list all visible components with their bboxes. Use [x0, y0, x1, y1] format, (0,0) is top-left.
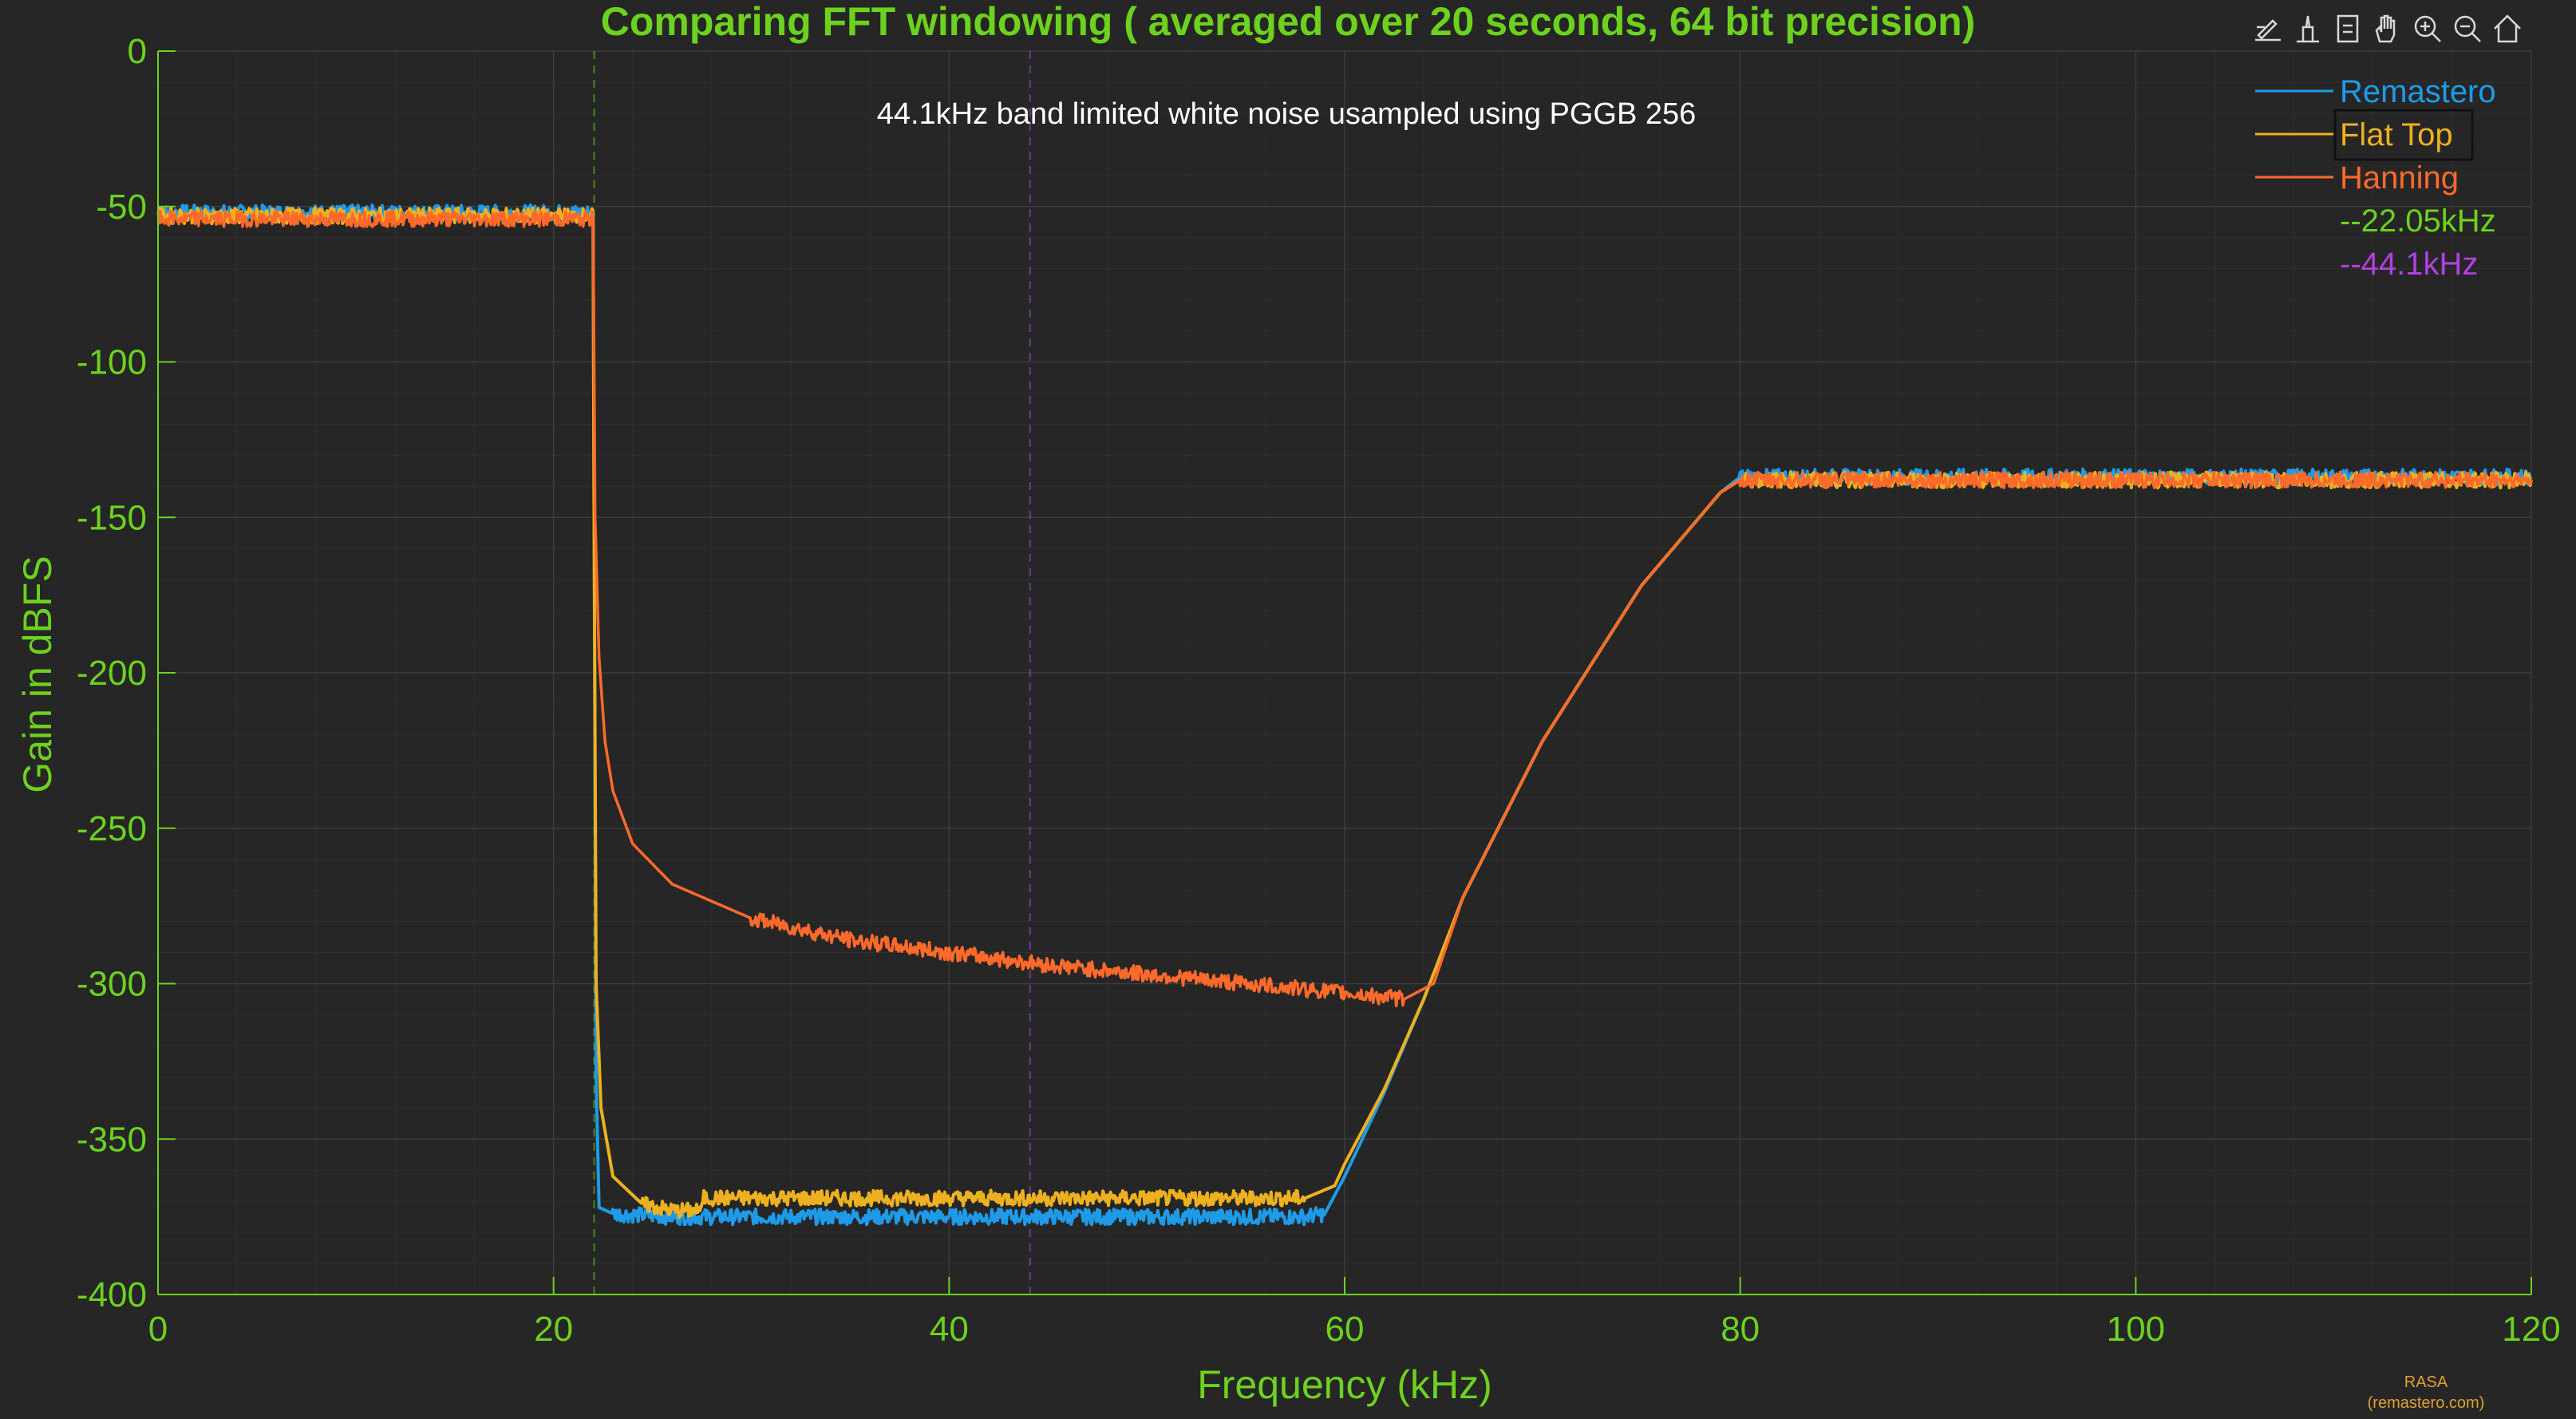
y-tick-label: -400 [77, 1275, 147, 1314]
zoom-in-icon[interactable] [2414, 15, 2441, 42]
x-tick-label: 0 [148, 1310, 168, 1349]
x-tick-label: 80 [1721, 1310, 1760, 1349]
axes-toolbar [2255, 14, 2521, 43]
chart-title: Comparing FFT windowing ( averaged over … [601, 0, 1976, 44]
y-tick-label: -200 [77, 654, 147, 693]
brush-icon[interactable] [2255, 19, 2281, 42]
home-icon[interactable] [2494, 14, 2521, 43]
y-tick-label: -100 [77, 343, 147, 382]
plot-lines [156, 203, 2533, 1227]
legend[interactable]: Remastero Flat Top Hanning --22.05kHz --44.1… [2255, 74, 2496, 282]
data-tips-icon[interactable] [2297, 15, 2319, 43]
credit-text: RASA [2404, 1374, 2448, 1391]
zoom-out-icon[interactable] [2454, 15, 2481, 42]
legend-label: Flat Top [2340, 117, 2453, 152]
y-tick-label: -300 [77, 965, 147, 1004]
credit-url: (remastero.com) [2368, 1394, 2485, 1412]
legend-label: Remastero [2340, 74, 2496, 109]
axes: 0 20 40 60 80 100 120 0 -50 -100 -150 -200 -250 -300 -… [77, 32, 2561, 1349]
legend-label: --44.1kHz [2340, 247, 2478, 282]
y-tick-label: -350 [77, 1120, 147, 1159]
y-tick-label: -250 [77, 809, 147, 848]
legend-label: --22.05kHz [2340, 204, 2496, 239]
y-tick-label: -150 [77, 498, 147, 537]
legend-label: Hanning [2340, 160, 2459, 196]
legend-icon[interactable] [2337, 14, 2359, 43]
x-tick-label: 60 [1326, 1310, 1365, 1349]
x-tick-label: 100 [2107, 1310, 2165, 1349]
series-line-hanning [156, 209, 2533, 1008]
y-tick-label: -50 [96, 188, 147, 227]
grid [157, 50, 2532, 1295]
y-axis-label: Gain in dBFS [15, 555, 60, 793]
chart-annotation: 44.1kHz band limited white noise usample… [877, 97, 1697, 131]
legend-highlight [2333, 109, 2474, 161]
x-tick-label: 120 [2502, 1310, 2560, 1349]
y-tick-label: 0 [128, 32, 147, 71]
x-tick-label: 20 [534, 1310, 573, 1349]
x-tick-label: 40 [930, 1310, 969, 1349]
x-axis-label: Frequency (kHz) [1197, 1362, 1492, 1407]
pan-icon[interactable] [2375, 14, 2396, 43]
